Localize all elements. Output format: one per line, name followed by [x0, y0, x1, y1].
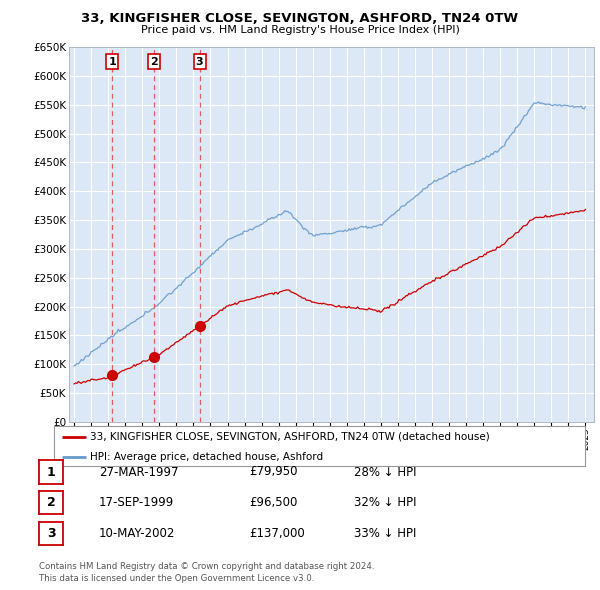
Text: 33, KINGFISHER CLOSE, SEVINGTON, ASHFORD, TN24 0TW (detached house): 33, KINGFISHER CLOSE, SEVINGTON, ASHFORD…: [90, 432, 490, 442]
Text: £96,500: £96,500: [249, 496, 298, 509]
Text: HPI: Average price, detached house, Ashford: HPI: Average price, detached house, Ashf…: [90, 453, 323, 463]
Text: 10-MAY-2002: 10-MAY-2002: [99, 527, 175, 540]
Text: 3: 3: [196, 57, 203, 67]
Text: 32% ↓ HPI: 32% ↓ HPI: [354, 496, 416, 509]
Text: Contains HM Land Registry data © Crown copyright and database right 2024.
This d: Contains HM Land Registry data © Crown c…: [39, 562, 374, 583]
Text: 3: 3: [47, 527, 55, 540]
Text: 2: 2: [47, 496, 55, 509]
Text: Price paid vs. HM Land Registry's House Price Index (HPI): Price paid vs. HM Land Registry's House …: [140, 25, 460, 35]
Text: 1: 1: [47, 466, 55, 478]
Text: 27-MAR-1997: 27-MAR-1997: [99, 466, 179, 478]
Text: 33, KINGFISHER CLOSE, SEVINGTON, ASHFORD, TN24 0TW: 33, KINGFISHER CLOSE, SEVINGTON, ASHFORD…: [82, 12, 518, 25]
Text: 1: 1: [108, 57, 116, 67]
Text: £79,950: £79,950: [249, 466, 298, 478]
Text: 17-SEP-1999: 17-SEP-1999: [99, 496, 174, 509]
Text: £137,000: £137,000: [249, 527, 305, 540]
Text: 28% ↓ HPI: 28% ↓ HPI: [354, 466, 416, 478]
Text: 2: 2: [151, 57, 158, 67]
Text: 33% ↓ HPI: 33% ↓ HPI: [354, 527, 416, 540]
